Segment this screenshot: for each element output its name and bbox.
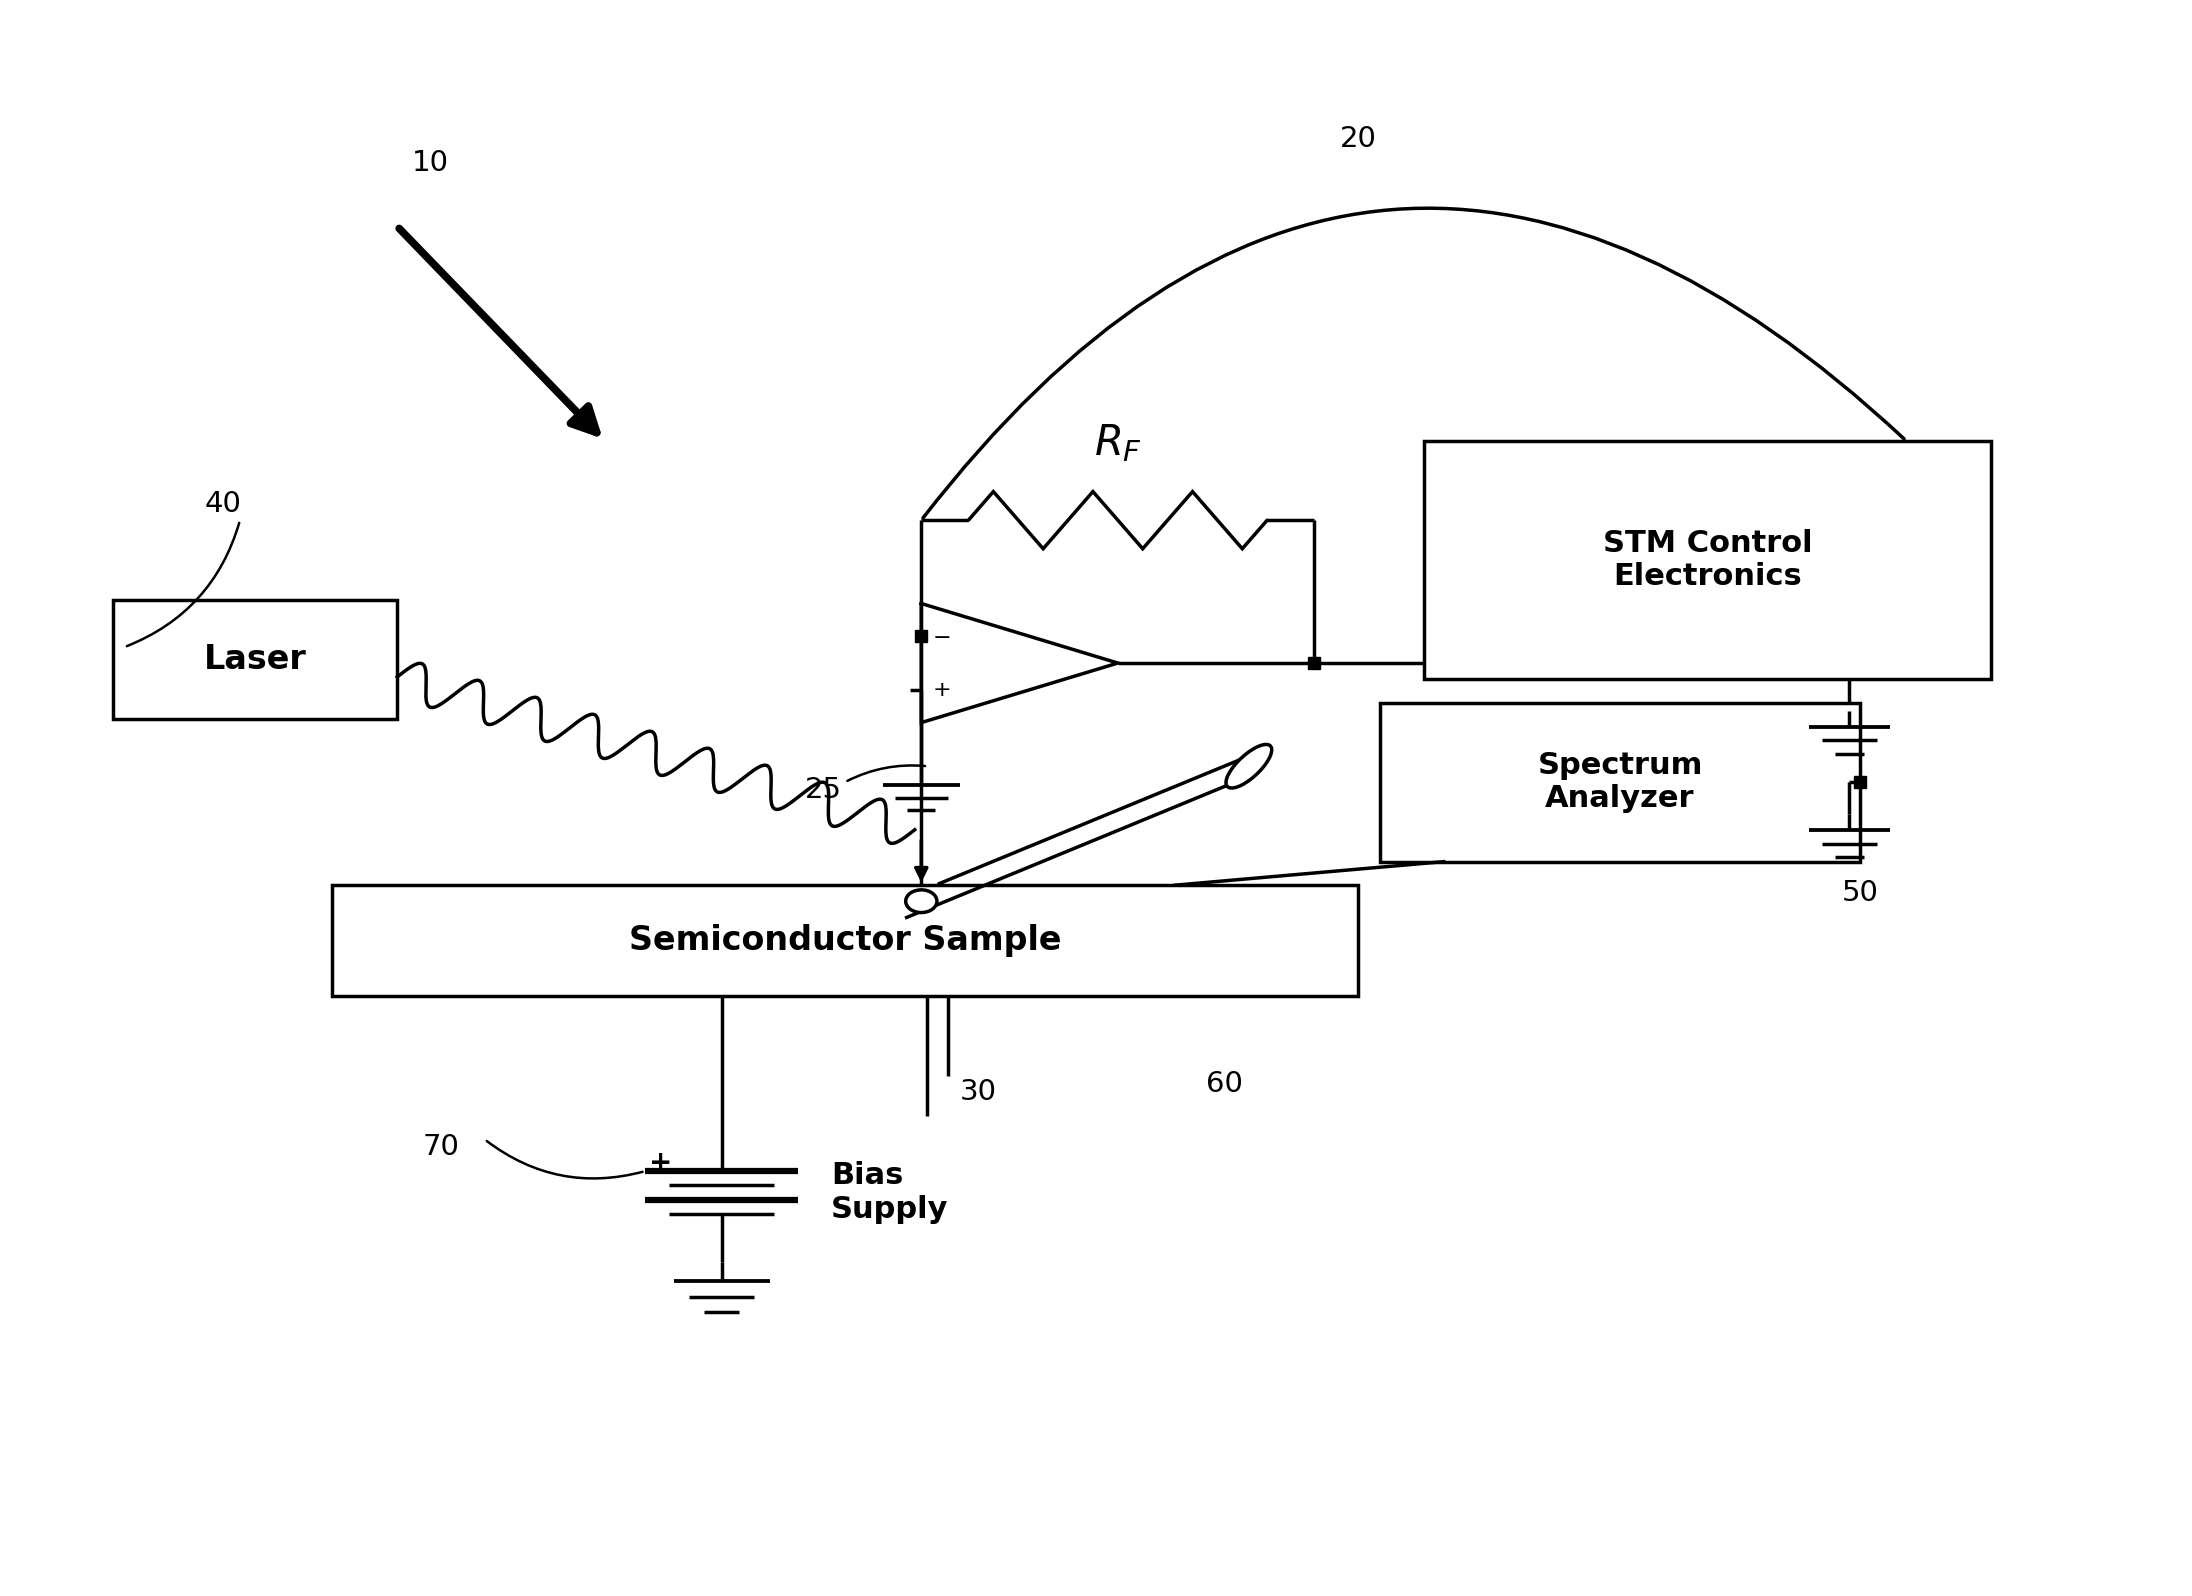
Text: Bias
Supply: Bias Supply — [831, 1162, 949, 1224]
Bar — [1423, 440, 1990, 678]
Ellipse shape — [1225, 744, 1271, 788]
Text: 40: 40 — [204, 490, 241, 519]
Text: Spectrum
Analyzer: Spectrum Analyzer — [1537, 750, 1703, 814]
Bar — [114, 600, 397, 718]
Text: STM Control
Electronics: STM Control Electronics — [1602, 528, 1813, 591]
FancyArrowPatch shape — [127, 523, 239, 646]
Text: 20: 20 — [1339, 124, 1377, 153]
Text: +: + — [649, 1149, 673, 1178]
Text: $R_F$: $R_F$ — [1094, 423, 1142, 464]
Text: 50: 50 — [1841, 879, 1879, 907]
Text: Semiconductor Sample: Semiconductor Sample — [629, 924, 1061, 958]
Text: 30: 30 — [960, 1077, 997, 1106]
Text: 60: 60 — [1206, 1069, 1243, 1098]
Bar — [331, 886, 1359, 996]
FancyArrowPatch shape — [487, 1141, 642, 1178]
Text: $+$: $+$ — [932, 680, 949, 701]
Circle shape — [905, 891, 936, 913]
FancyArrowPatch shape — [848, 766, 925, 780]
FancyArrowPatch shape — [923, 207, 1905, 519]
Text: Laser: Laser — [204, 643, 307, 675]
Text: 10: 10 — [412, 148, 449, 177]
Text: 25: 25 — [804, 776, 842, 804]
Text: 70: 70 — [423, 1133, 460, 1162]
Text: $-$: $-$ — [932, 626, 949, 646]
Bar — [1381, 702, 1861, 862]
